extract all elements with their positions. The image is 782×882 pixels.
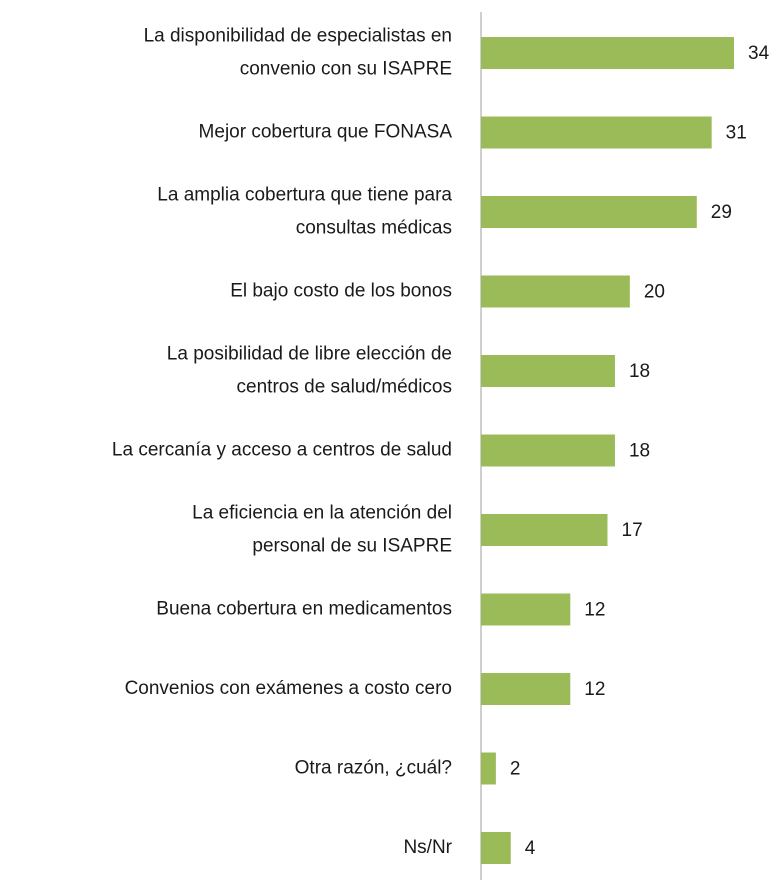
category-label: Ns/Nr <box>403 837 452 858</box>
bar <box>481 593 571 626</box>
bar <box>481 752 496 785</box>
value-label: 34 <box>748 43 770 64</box>
bar <box>481 673 571 705</box>
category-label: La amplia cobertura que tiene para <box>157 185 452 206</box>
bar <box>481 514 608 546</box>
category-label: Otra razón, ¿cuál? <box>295 758 452 779</box>
value-label: 20 <box>644 282 665 303</box>
category-label: Mejor cobertura que FONASA <box>199 122 453 143</box>
value-label: 18 <box>629 441 650 462</box>
bar <box>481 196 697 228</box>
value-label: 29 <box>711 202 732 223</box>
category-label: convenio con su ISAPRE <box>240 59 452 80</box>
value-label: 12 <box>584 679 605 700</box>
value-label: 2 <box>510 759 521 780</box>
value-label: 12 <box>584 600 605 621</box>
category-label: La posibilidad de libre elección de <box>167 344 452 365</box>
bar <box>481 355 615 387</box>
category-label: personal de su ISAPRE <box>252 536 452 557</box>
bar <box>481 832 511 864</box>
category-label: La disponibilidad de especialistas en <box>144 26 452 47</box>
category-label: El bajo costo de los bonos <box>230 281 452 302</box>
bar <box>481 434 615 467</box>
bar <box>481 275 630 308</box>
category-label: centros de salud/médicos <box>237 377 452 398</box>
category-label: La eficiencia en la atención del <box>192 503 452 524</box>
category-label: consultas médicas <box>296 218 452 239</box>
value-label: 4 <box>525 838 536 859</box>
category-label: La cercanía y acceso a centros de salud <box>112 440 452 461</box>
category-label: Convenios con exámenes a costo cero <box>125 678 452 699</box>
category-label: Buena cobertura en medicamentos <box>156 599 452 620</box>
value-label: 18 <box>629 361 650 382</box>
bar <box>481 116 712 149</box>
value-label: 31 <box>726 123 747 144</box>
value-label: 17 <box>622 520 643 541</box>
bar <box>481 37 734 69</box>
